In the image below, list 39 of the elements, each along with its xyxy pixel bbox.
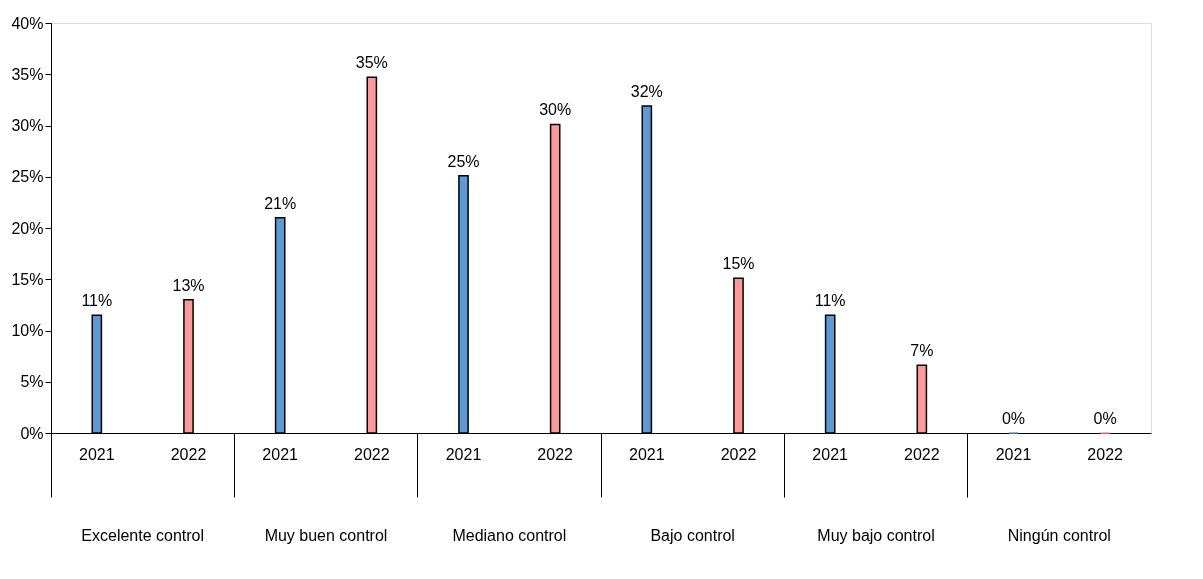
data-label: 0% (1001, 410, 1026, 427)
y-tick-label: 20% (11, 219, 44, 237)
data-label: 13% (172, 276, 205, 294)
x-tick-label: Ningún control (1007, 526, 1111, 544)
data-label: 21% (264, 194, 297, 212)
text: 2022 (537, 446, 573, 463)
text: 2021 (79, 446, 115, 463)
data-label: 11% (814, 292, 846, 310)
data-label: 35% (355, 54, 388, 72)
data-label: 25% (447, 152, 480, 170)
y-tick-label: 15% (11, 270, 44, 288)
y-tick-label: 35% (11, 65, 44, 83)
x-tick-label: Muy buen control (264, 526, 388, 544)
data-label: 32% (630, 83, 663, 101)
x-tick-label: Muy bajo control (817, 526, 935, 544)
text: 2022 (1087, 446, 1123, 463)
data-label: 11% (81, 292, 113, 310)
text: 2022 (170, 446, 207, 463)
text: 2021 (445, 446, 482, 463)
y-tick-label: 40% (11, 14, 44, 32)
data-label: 30% (539, 101, 572, 119)
series-label: 2021 (262, 446, 299, 463)
x-tick-label: Bajo control (650, 526, 735, 544)
text: 2022 (720, 446, 757, 463)
text: 2021 (629, 446, 665, 463)
data-label: 15% (722, 255, 755, 273)
y-tick-label: 5% (20, 373, 44, 391)
y-tick-label: 0% (20, 424, 44, 442)
series-label: 2022 (354, 446, 390, 463)
data-label: 0% (1093, 410, 1117, 427)
text: 2021 (995, 446, 1032, 463)
text: 2021 (812, 446, 848, 463)
data-label: 7% (910, 342, 934, 360)
y-tick-label: 10% (11, 322, 44, 339)
x-tick-label: Mediano control (452, 526, 567, 544)
text: 2022 (904, 446, 940, 463)
y-tick-label: 25% (11, 168, 44, 186)
x-tick-label: Excelente control (81, 526, 205, 544)
y-tick-label: 30% (11, 117, 44, 134)
